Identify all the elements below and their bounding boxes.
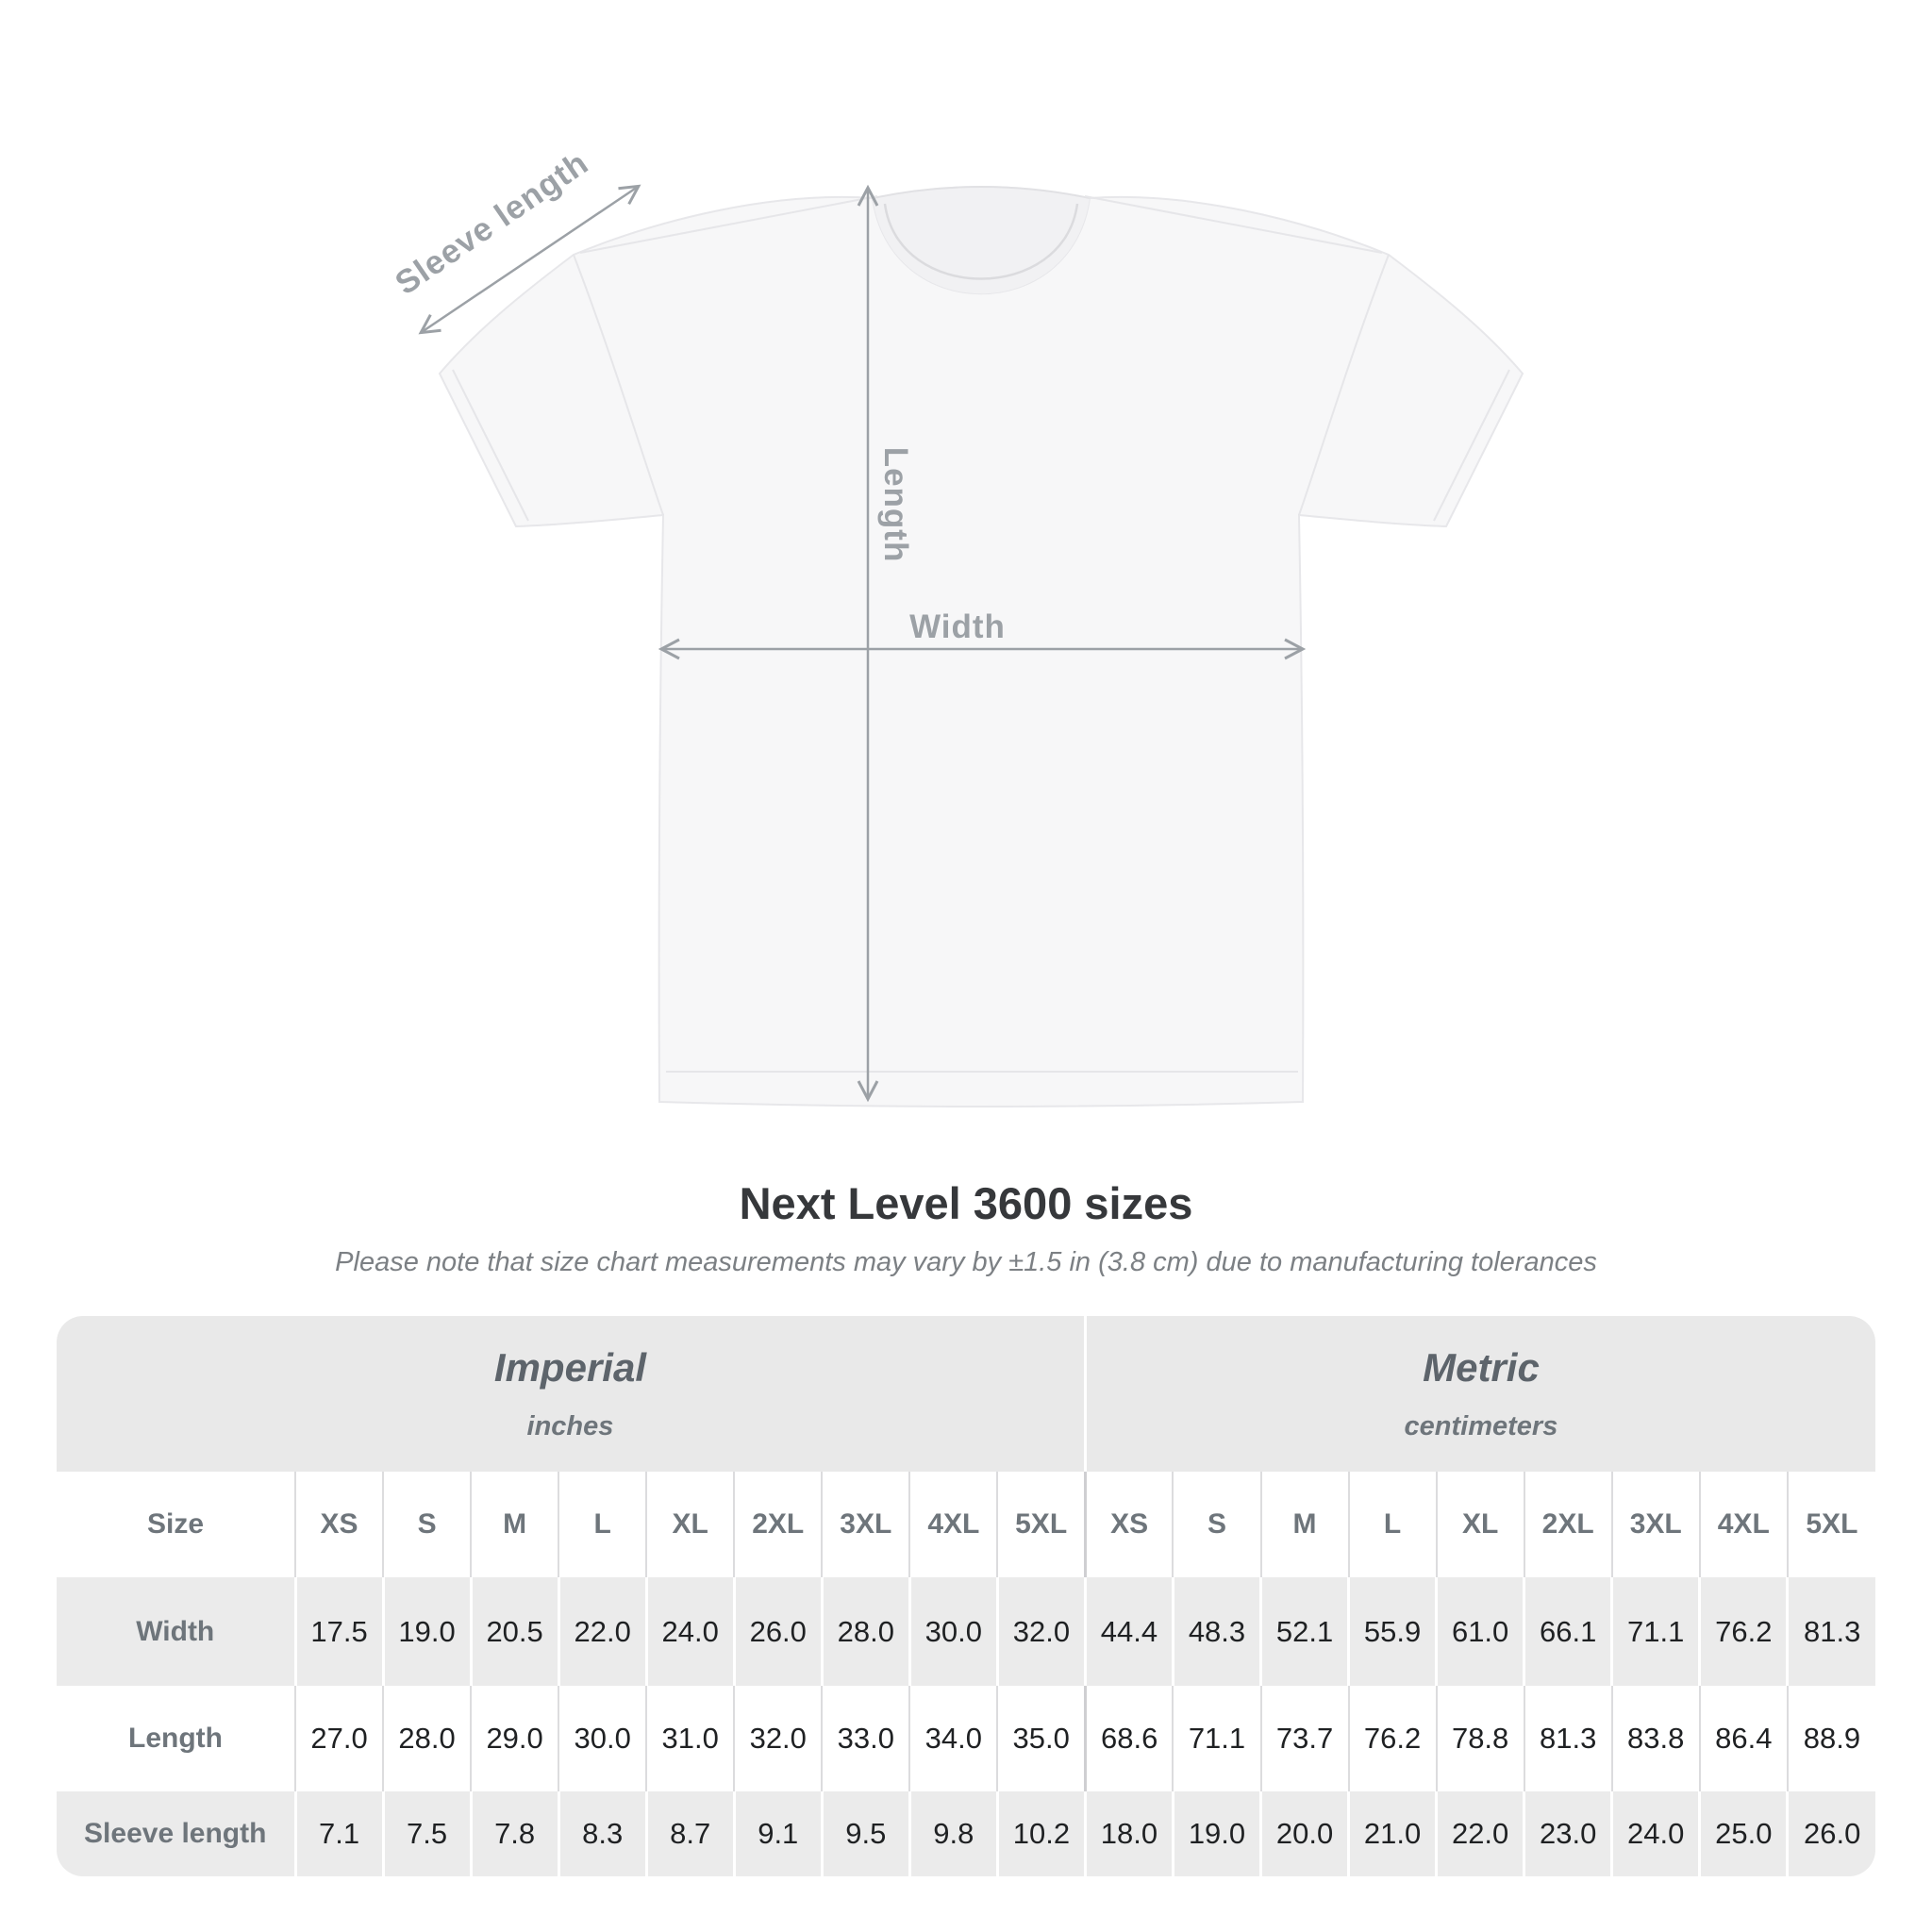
value-cell: 81.3 <box>1786 1577 1875 1686</box>
value-cell: 44.4 <box>1083 1577 1174 1686</box>
width-label: Width <box>909 608 1006 645</box>
tshirt-diagram: Sleeve length Length Width <box>389 144 1524 1108</box>
imperial-header: Imperial inches <box>57 1316 1086 1472</box>
value-cell: 32.0 <box>733 1686 823 1791</box>
size-cell: L <box>558 1472 647 1577</box>
value-cell: 86.4 <box>1698 1686 1788 1791</box>
value-cell: 30.0 <box>558 1686 647 1791</box>
value-cell: 48.3 <box>1171 1577 1261 1686</box>
unit-header-row: Imperial inches Metric centimeters <box>57 1316 1875 1472</box>
value-cell: 9.1 <box>732 1791 823 1876</box>
value-cell: 83.8 <box>1610 1686 1700 1791</box>
value-cell: 25.0 <box>1698 1791 1788 1876</box>
size-table: Imperial inches Metric centimeters Size … <box>57 1316 1875 1876</box>
value-cell: 61.0 <box>1435 1577 1524 1686</box>
size-cell: 2XL <box>733 1472 823 1577</box>
value-cell: 17.5 <box>293 1577 384 1686</box>
value-cell: 31.0 <box>645 1686 735 1791</box>
value-cell: 23.0 <box>1523 1791 1612 1876</box>
size-cell: XL <box>645 1472 735 1577</box>
metric-header: Metric centimeters <box>1083 1316 1875 1472</box>
value-cell: 78.8 <box>1435 1686 1524 1791</box>
value-cell: 22.0 <box>557 1577 647 1686</box>
length-label: Length <box>877 447 914 563</box>
value-cell: 73.7 <box>1259 1686 1349 1791</box>
size-cell: XS <box>1083 1472 1174 1577</box>
size-cell: 4XL <box>1698 1472 1788 1577</box>
value-cell: 27.0 <box>293 1686 384 1791</box>
value-cell: 52.1 <box>1259 1577 1349 1686</box>
value-cell: 29.0 <box>470 1686 559 1791</box>
page-title: Next Level 3600 sizes <box>739 1178 1193 1228</box>
length-row: Length 27.0 28.0 29.0 30.0 31.0 32.0 33.… <box>57 1686 1875 1791</box>
size-cell: 5XL <box>996 1472 1086 1577</box>
size-cell: S <box>1172 1472 1261 1577</box>
size-cell: 3XL <box>1610 1472 1700 1577</box>
value-cell: 71.1 <box>1172 1686 1261 1791</box>
value-cell: 24.0 <box>644 1577 735 1686</box>
value-cell: 32.0 <box>995 1577 1086 1686</box>
size-column-header: Size <box>146 1508 205 1540</box>
value-cell: 28.0 <box>382 1686 472 1791</box>
row-label: Sleeve length <box>84 1818 267 1849</box>
value-cell: 20.0 <box>1259 1791 1349 1876</box>
value-cell: 22.0 <box>1435 1791 1524 1876</box>
value-cell: 35.0 <box>996 1686 1086 1791</box>
size-cell: 2XL <box>1523 1472 1612 1577</box>
size-cell: XS <box>293 1472 384 1577</box>
value-cell: 24.0 <box>1610 1791 1700 1876</box>
value-cell: 33.0 <box>821 1686 910 1791</box>
tolerance-note: Please note that size chart measurements… <box>335 1247 1597 1277</box>
imperial-units: inches <box>526 1411 614 1441</box>
value-cell: 7.8 <box>469 1791 559 1876</box>
width-row: Width 17.5 19.0 20.5 22.0 24.0 26.0 28.0… <box>57 1577 1875 1686</box>
size-header-row: Size XS S M L XL 2XL 3XL 4XL 5XL XS S M … <box>57 1472 1875 1577</box>
value-cell: 88.9 <box>1786 1686 1875 1791</box>
size-cell: L <box>1347 1472 1437 1577</box>
value-cell: 9.8 <box>908 1791 998 1876</box>
measurements-table: Imperial inches Metric centimeters Size … <box>57 1316 1875 1876</box>
value-cell: 8.7 <box>644 1791 735 1876</box>
size-cell: 4XL <box>908 1472 998 1577</box>
value-cell: 71.1 <box>1610 1577 1700 1686</box>
row-label: Length <box>128 1723 223 1754</box>
sleeve-length-arrow <box>418 184 641 335</box>
value-cell: 55.9 <box>1347 1577 1437 1686</box>
value-cell: 26.0 <box>732 1577 823 1686</box>
row-label: Width <box>136 1615 215 1647</box>
tshirt-collar <box>872 186 1091 294</box>
size-cell: M <box>470 1472 559 1577</box>
value-cell: 26.0 <box>1786 1791 1875 1876</box>
value-cell: 66.1 <box>1523 1577 1612 1686</box>
value-cell: 34.0 <box>908 1686 998 1791</box>
value-cell: 20.5 <box>469 1577 559 1686</box>
value-cell: 28.0 <box>820 1577 910 1686</box>
value-cell: 18.0 <box>1083 1791 1174 1876</box>
value-cell: 19.0 <box>1171 1791 1261 1876</box>
value-cell: 19.0 <box>381 1577 472 1686</box>
value-cell: 7.1 <box>293 1791 384 1876</box>
sleeve-length-row: Sleeve length 7.1 7.5 7.8 8.3 8.7 9.1 9.… <box>57 1791 1875 1876</box>
imperial-label: Imperial <box>493 1345 646 1390</box>
value-cell: 8.3 <box>557 1791 647 1876</box>
metric-units: centimeters <box>1404 1411 1558 1441</box>
value-cell: 21.0 <box>1347 1791 1437 1876</box>
metric-label: Metric <box>1423 1345 1540 1390</box>
size-cell: XL <box>1435 1472 1524 1577</box>
value-cell: 10.2 <box>995 1791 1086 1876</box>
value-cell: 68.6 <box>1083 1686 1174 1791</box>
value-cell: 76.2 <box>1347 1686 1437 1791</box>
value-cell: 81.3 <box>1523 1686 1612 1791</box>
value-cell: 9.5 <box>820 1791 910 1876</box>
size-cell: S <box>382 1472 472 1577</box>
size-cell: M <box>1259 1472 1349 1577</box>
size-cell: 3XL <box>821 1472 910 1577</box>
size-cell: 5XL <box>1786 1472 1875 1577</box>
value-cell: 30.0 <box>908 1577 998 1686</box>
value-cell: 76.2 <box>1698 1577 1788 1686</box>
value-cell: 7.5 <box>381 1791 472 1876</box>
